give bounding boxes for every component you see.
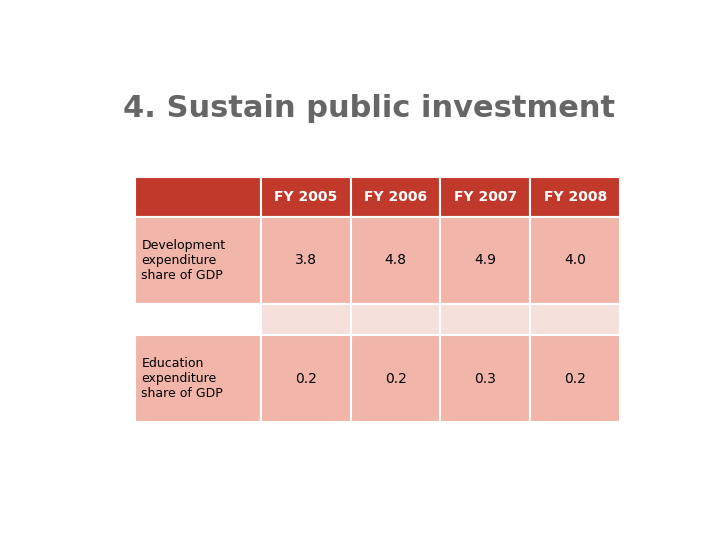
Bar (531, 217, 620, 304)
Bar (531, 335, 620, 422)
Text: 4. Sustain public investment: 4. Sustain public investment (124, 94, 616, 123)
Bar (135, 335, 261, 422)
Bar (441, 304, 531, 335)
Text: 0.2: 0.2 (294, 372, 317, 386)
Text: 4.8: 4.8 (384, 253, 407, 267)
Text: FY 2008: FY 2008 (544, 190, 607, 204)
Bar (441, 217, 531, 304)
Text: 4.0: 4.0 (564, 253, 586, 267)
Text: 4.9: 4.9 (474, 253, 496, 267)
Text: FY 2007: FY 2007 (454, 190, 517, 204)
Bar (135, 177, 261, 217)
Bar (531, 304, 620, 335)
Bar (351, 304, 441, 335)
Text: Development
expenditure
share of GDP: Development expenditure share of GDP (141, 239, 225, 282)
Bar (135, 304, 261, 335)
Text: FY 2006: FY 2006 (364, 190, 427, 204)
Text: 0.3: 0.3 (474, 372, 496, 386)
Text: 0.2: 0.2 (384, 372, 407, 386)
Bar (351, 177, 441, 217)
Text: Education
expenditure
share of GDP: Education expenditure share of GDP (141, 357, 223, 400)
Text: 0.2: 0.2 (564, 372, 586, 386)
Bar (261, 217, 351, 304)
Bar (441, 177, 531, 217)
Bar (261, 304, 351, 335)
Bar (531, 177, 620, 217)
Bar (135, 217, 261, 304)
Bar (351, 217, 441, 304)
Bar (441, 335, 531, 422)
Bar (351, 335, 441, 422)
Text: 3.8: 3.8 (294, 253, 317, 267)
Text: FY 2005: FY 2005 (274, 190, 338, 204)
Bar (261, 177, 351, 217)
Bar (261, 335, 351, 422)
